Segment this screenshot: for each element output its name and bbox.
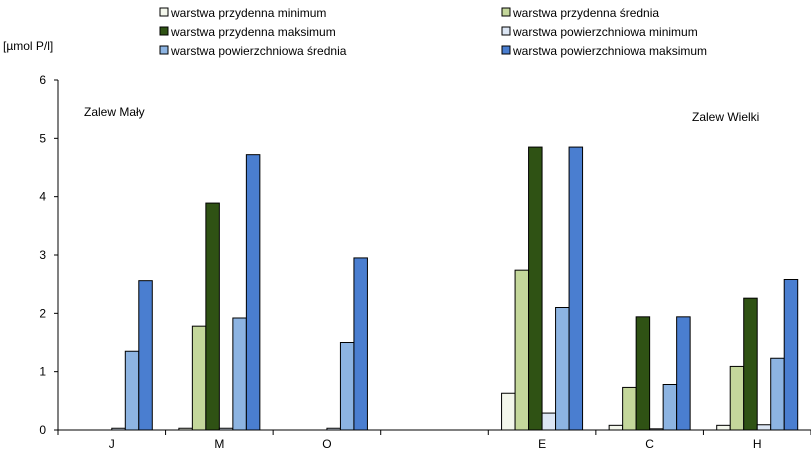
x-tick-label: H xyxy=(753,437,762,451)
legend: warstwa przydenna minimum warstwa przyden… xyxy=(159,6,707,58)
bar xyxy=(111,427,126,431)
bar xyxy=(339,342,355,431)
y-axis-label: [µmol P/l] xyxy=(3,39,53,53)
bar xyxy=(783,279,799,431)
annotation-zalew-maly: Zalew Mały xyxy=(84,105,145,119)
legend-swatch xyxy=(159,7,169,17)
y-tick-label: 0 xyxy=(39,423,46,437)
bar xyxy=(353,257,368,431)
legend-swatch xyxy=(501,26,511,36)
x-tick-label: E xyxy=(538,437,546,451)
x-tick-label: C xyxy=(645,437,654,451)
x-tick-label: J xyxy=(109,437,115,451)
legend-label: warstwa powierzchniowa maksimum xyxy=(512,44,707,58)
bar xyxy=(541,412,557,431)
bar xyxy=(191,325,207,431)
bar xyxy=(649,428,664,431)
bar xyxy=(716,424,731,431)
annotation-zalew-wielki: Zalew Wielki xyxy=(692,110,759,124)
bar xyxy=(245,154,261,431)
bar xyxy=(568,146,584,431)
legend-swatch xyxy=(159,26,169,36)
bar xyxy=(622,386,637,431)
bar xyxy=(501,392,516,431)
y-tick-label: 1 xyxy=(39,365,46,379)
y-tick-label: 2 xyxy=(39,306,46,320)
legend-swatch xyxy=(501,7,511,17)
bar xyxy=(729,365,745,431)
bar xyxy=(756,424,772,431)
legend-swatch xyxy=(159,45,169,55)
x-tick-label: O xyxy=(322,437,331,451)
bar xyxy=(232,317,247,431)
bar xyxy=(676,316,691,431)
bar xyxy=(662,384,678,431)
bar xyxy=(218,427,234,431)
bar xyxy=(178,427,193,431)
bar xyxy=(205,202,220,431)
legend-label: warstwa powierzchniowa średnia xyxy=(170,44,347,58)
bar xyxy=(743,297,758,431)
y-tick-label: 5 xyxy=(39,131,46,145)
y-tick-label: 6 xyxy=(39,73,46,87)
bar xyxy=(514,269,530,431)
y-tick-label: 4 xyxy=(39,190,46,204)
bar xyxy=(326,427,341,431)
bar xyxy=(635,316,651,431)
legend-label: warstwa przydenna średnia xyxy=(512,6,659,20)
legend-label: warstwa powierzchniowa minimum xyxy=(512,25,698,39)
bar xyxy=(555,307,570,431)
plot-area: 0 1 2 3 4 5 6 J M O E C H xyxy=(39,73,811,451)
legend-label: warstwa przydenna maksimum xyxy=(170,25,336,39)
legend-swatch xyxy=(501,45,511,55)
bar xyxy=(528,146,543,431)
bar xyxy=(608,424,624,431)
bar xyxy=(124,350,140,431)
x-tick-label: M xyxy=(214,437,224,451)
bar xyxy=(138,280,153,431)
y-tick-label: 3 xyxy=(39,248,46,262)
bar xyxy=(770,357,785,431)
legend-label: warstwa przydenna minimum xyxy=(170,6,326,20)
